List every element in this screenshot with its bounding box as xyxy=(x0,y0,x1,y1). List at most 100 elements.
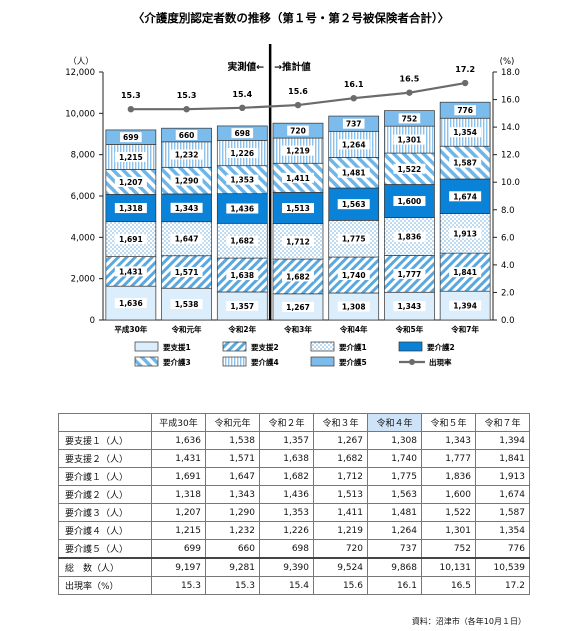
bar-label: 1,563 xyxy=(342,200,366,209)
legend-label: 要支援2 xyxy=(251,342,279,352)
table-cell: 1,354 xyxy=(475,521,530,540)
bar-segment xyxy=(161,221,212,257)
table-header-blank xyxy=(58,413,152,432)
table-cell: 1,219 xyxy=(313,521,368,540)
rate-point xyxy=(127,106,135,113)
table-header-year: 令和７年 xyxy=(475,413,530,432)
left-tick-label: 8,000 xyxy=(71,151,95,161)
bar-label: 699 xyxy=(123,133,139,142)
x-tick-label: 平成30年 xyxy=(114,324,147,334)
bar-label: 1,538 xyxy=(175,300,199,309)
table-cell: 1,682 xyxy=(313,449,368,468)
right-tick-label: 18.0 xyxy=(501,68,520,78)
bar-label: 1,215 xyxy=(119,153,143,162)
bar-label: 1,343 xyxy=(175,204,199,213)
table-row-label: 要介護３（人） xyxy=(58,503,152,522)
table-cell: 15.6 xyxy=(313,576,368,595)
bar-label: 1,267 xyxy=(286,303,310,312)
bar-label: 1,431 xyxy=(119,267,143,276)
bar-label: 1,318 xyxy=(119,204,143,213)
table-row: 要支援２（人） 1,431 1,571 1,638 1,682 1,740 1,777 1,8… xyxy=(58,449,530,468)
annotation-actual: 実測値← xyxy=(228,61,265,73)
right-tick-label: 14.0 xyxy=(501,123,520,133)
right-tick-label: 4.0 xyxy=(501,261,515,271)
bar-label-bg xyxy=(393,196,426,207)
bar-label-bg xyxy=(231,128,254,139)
bar-label-bg xyxy=(393,231,426,242)
chart-title: 〈介護度別認定者数の推移（第１号・第２号被保険者合計）〉 xyxy=(133,11,449,25)
table-cell: 16.1 xyxy=(367,576,422,595)
right-tick-label: 12.0 xyxy=(501,151,520,161)
legend-label: 要介護4 xyxy=(251,357,279,367)
table-cell: 1,290 xyxy=(205,503,260,522)
right-tick-label: 0.0 xyxy=(501,316,515,326)
bar-label-bg xyxy=(282,145,314,156)
legend-label: 要介護1 xyxy=(339,342,367,352)
bar-label: 1,219 xyxy=(286,147,310,156)
bar-label: 1,411 xyxy=(286,174,310,183)
bar-label: 1,647 xyxy=(175,235,199,244)
left-tick-label: 0 xyxy=(90,316,95,326)
bar-label-bg xyxy=(114,176,147,187)
legend-label: 要介護2 xyxy=(427,342,455,352)
table-cell: 1,538 xyxy=(205,431,260,450)
bar-label-bg xyxy=(170,233,203,244)
bar-label: 1,638 xyxy=(230,271,254,280)
bar-label: 1,571 xyxy=(175,268,199,277)
rate-label: 16.1 xyxy=(344,80,364,89)
annotation-forecast: →推計値 xyxy=(274,61,311,73)
bar-label: 1,682 xyxy=(286,272,310,281)
legend-swatch xyxy=(398,341,423,352)
bar-label: 660 xyxy=(179,131,195,140)
bar-label: 1,207 xyxy=(119,178,143,187)
table-cell: 1,777 xyxy=(421,449,476,468)
bar-label-bg xyxy=(337,233,370,244)
bar-label-bg xyxy=(282,236,314,247)
left-axis-unit: （人） xyxy=(68,56,94,67)
right-tick-label: 6.0 xyxy=(501,233,515,243)
bar-label-bg xyxy=(114,203,147,214)
rate-point xyxy=(461,79,469,87)
bar-label-bg xyxy=(449,228,482,239)
bar-label-bg xyxy=(282,203,314,214)
table-row: 要支援１（人） 1,636 1,538 1,357 1,267 1,308 1,343 1,3… xyxy=(58,431,530,450)
bar-label-bg xyxy=(175,130,198,141)
bar-label-bg xyxy=(449,191,482,202)
table-header-year: 令和２年 xyxy=(259,413,314,432)
rate-label: 15.6 xyxy=(288,87,308,96)
table-cell: 1,215 xyxy=(151,521,206,540)
legend-line-marker xyxy=(409,359,415,365)
bar-label: 1,226 xyxy=(230,149,254,158)
rate-label: 15.3 xyxy=(121,91,141,100)
table-header-year: 令和５年 xyxy=(421,413,476,432)
right-axis-unit: (%) xyxy=(500,57,515,67)
table-cell: 1,647 xyxy=(205,467,260,486)
table-cell: 1,600 xyxy=(421,485,476,504)
table-cell: 1,913 xyxy=(475,467,530,486)
table-row-label: 総 数（人） xyxy=(58,557,152,577)
bar-label-bg xyxy=(393,163,426,174)
table-row: 総 数（人） 9,197 9,281 9,390 9,524 9,868 10,131 10,… xyxy=(58,557,530,577)
legend-swatch xyxy=(134,341,159,352)
care-level-chart: 〈介護度別認定者数の推移（第１号・第２号被保険者合計）〉 0 2,000 4,000… xyxy=(65,11,520,367)
left-tick-label: 12,000 xyxy=(65,68,95,78)
table-cell: 698 xyxy=(259,539,314,559)
bar-label: 1,308 xyxy=(342,302,366,311)
table-cell: 1,436 xyxy=(259,485,314,504)
bar-label-bg xyxy=(226,174,259,185)
bar-label: 1,522 xyxy=(398,165,422,174)
bar-label-bg xyxy=(226,300,259,311)
rate-label: 17.2 xyxy=(455,65,475,74)
table-cell: 1,308 xyxy=(367,431,422,450)
bar-label-bg xyxy=(114,266,147,277)
table-cell: 9,390 xyxy=(259,557,314,577)
bar-label: 1,481 xyxy=(342,169,366,178)
bar-label-bg xyxy=(114,298,147,309)
bar-label: 1,777 xyxy=(398,270,422,279)
bar-label: 1,354 xyxy=(453,128,477,137)
bar-label: 698 xyxy=(234,129,250,138)
bar-label-bg xyxy=(454,105,476,116)
bar-label-bg xyxy=(226,235,259,246)
table-cell: 9,197 xyxy=(151,557,206,577)
table-cell: 16.5 xyxy=(421,576,476,595)
